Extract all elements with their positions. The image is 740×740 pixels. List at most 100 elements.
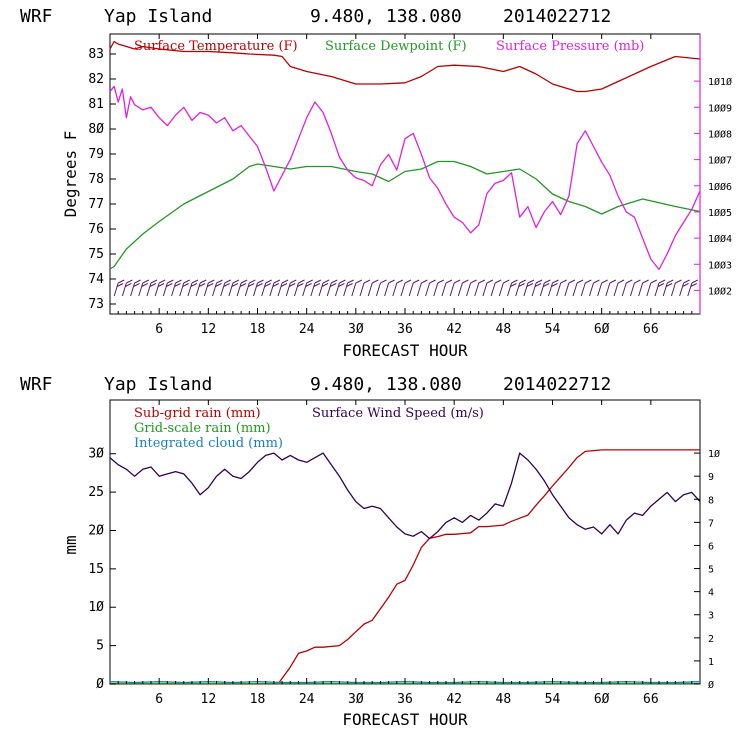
bottom-header: WRF Yap Island 9.480, 138.080 2014022712 (20, 374, 611, 395)
y2-tick-label: 1Ø (708, 448, 720, 460)
series-line-sub-grid-rain-mm (110, 449, 700, 685)
legend-surface-temperature: Surface Temperature (F) (134, 39, 298, 54)
y-tick-label: 73 (88, 297, 104, 312)
x-tick-label: 36 (397, 692, 413, 707)
wind-barb (171, 279, 182, 297)
y2-tick-label: 1 (708, 657, 714, 668)
bottom-x-axis: 6 12 18 24 3Ø 36 42 48 54 6Ø 66 (117, 400, 693, 707)
wind-barb (187, 279, 199, 297)
wind-barb (531, 279, 543, 297)
x-tick-label: 54 (545, 322, 561, 337)
x-tick-label: 18 (250, 322, 266, 337)
y2-tick-label: 4 (708, 588, 714, 599)
wind-barb (121, 279, 133, 297)
wind-barb (236, 279, 248, 297)
bottom-header-coords: 9.480, 138.080 (310, 374, 462, 395)
wind-barb (253, 279, 264, 297)
wind-barb (588, 279, 600, 297)
legend-surface-wind-speed: Surface Wind Speed (m/s) (312, 406, 484, 421)
y2-tick-label: 1ØØ4 (708, 233, 732, 245)
x-tick-label: 3Ø (348, 692, 364, 707)
x-tick-label: 12 (201, 692, 217, 707)
wind-barb (203, 279, 215, 297)
wind-barb (318, 279, 330, 297)
y2-tick-label: 2 (708, 634, 714, 645)
y2-tick-label: 1ØØ8 (708, 128, 732, 140)
wind-barb (539, 279, 551, 297)
x-tick-label: 6Ø (594, 692, 610, 707)
wind-barb (146, 279, 158, 297)
wind-barb (326, 279, 338, 297)
wind-barb (130, 279, 141, 297)
wind-barb (154, 279, 166, 297)
x-tick-label: 48 (496, 322, 512, 337)
x-tick-label: 6 (155, 692, 163, 707)
bottom-header-run: 2014022712 (503, 374, 611, 395)
y2-tick-label: 1Ø1Ø (708, 76, 732, 88)
y2-tick-label: 7 (708, 518, 714, 529)
y2-tick-label: 1ØØ7 (708, 155, 732, 167)
x-tick-label: 12 (201, 322, 217, 337)
wind-barb (507, 279, 518, 297)
legend-gridscale-rain: Grid-scale rain (mm) (134, 421, 271, 436)
x-tick-label: 66 (643, 322, 659, 337)
top-y2-axis: 1ØØ2 1ØØ3 1ØØ4 1ØØ5 1ØØ6 1ØØ7 1ØØ8 1ØØ9 1Ø1Ø (694, 34, 732, 314)
wind-barb (646, 279, 658, 297)
wind-barb (113, 279, 125, 297)
x-tick-label: 48 (496, 692, 512, 707)
top-header-coords: 9.480, 138.080 (310, 6, 462, 27)
wind-barb (466, 279, 477, 297)
y2-tick-label: 1ØØ5 (708, 207, 732, 219)
wind-barb (220, 279, 231, 297)
y2-tick-label: 5 (708, 565, 714, 576)
y-tick-label: 15 (88, 562, 104, 577)
wind-barb (367, 279, 379, 297)
wind-barb (162, 279, 174, 297)
wind-barb (375, 279, 387, 297)
y2-tick-label: 6 (708, 541, 714, 552)
wind-barb (433, 279, 445, 297)
wind-barb (605, 279, 617, 297)
bottom-y-axis: Ø 5 1Ø 15 2Ø 25 3Ø (88, 447, 116, 692)
series-line-surface-wind-speed-m-s (109, 452, 701, 540)
wind-barb (195, 279, 207, 297)
legend-integrated-cloud: Integrated cloud (mm) (134, 436, 283, 451)
wind-barb (416, 279, 428, 297)
wind-barb (670, 279, 682, 297)
series-line-surface-temperature-f (109, 40, 701, 93)
legend-subgrid-rain: Sub-grid rain (mm) (134, 406, 261, 421)
top-header: WRF Yap Island 9.480, 138.080 2014022712 (20, 6, 611, 27)
x-tick-label: 24 (299, 692, 315, 707)
wind-barb (228, 279, 240, 297)
wind-barb (351, 279, 363, 297)
y-tick-label: 83 (88, 47, 104, 62)
y-tick-label: 25 (88, 485, 104, 500)
wind-barb (662, 279, 674, 297)
wind-barb (212, 279, 223, 297)
wind-barb (482, 279, 494, 297)
wind-barb (310, 279, 322, 297)
wind-barb (400, 279, 412, 297)
x-tick-label: 18 (250, 692, 266, 707)
wind-barb (687, 279, 699, 297)
x-tick-label: 54 (545, 692, 561, 707)
wind-barb (408, 279, 420, 297)
bottom-header-location: Yap Island (104, 374, 212, 395)
legend-surface-pressure: Surface Pressure (mb) (496, 39, 644, 54)
bottom-header-model: WRF (20, 374, 53, 395)
series-line-surface-pressure-mb (109, 85, 701, 271)
y2-tick-label: 1ØØ2 (708, 285, 732, 297)
y-tick-label: 79 (88, 147, 104, 162)
y-tick-label: 74 (88, 272, 104, 287)
y2-tick-label: 1ØØ9 (708, 102, 732, 114)
y2-tick-label: 8 (708, 495, 714, 506)
temperature-panel: 6 12 18 24 3Ø 36 42 48 54 6Ø 66 73 74 75 76 77 78 79 8Ø 81… (61, 33, 732, 360)
top-header-run: 2014022712 (503, 6, 611, 27)
top-y-axis: 73 74 75 76 77 78 79 8Ø 81 82 83 (88, 47, 116, 312)
wind-barb (392, 279, 404, 297)
y-tick-label: 3Ø (88, 447, 104, 462)
y2-tick-label: 9 (708, 472, 714, 483)
wind-barb (613, 279, 625, 297)
